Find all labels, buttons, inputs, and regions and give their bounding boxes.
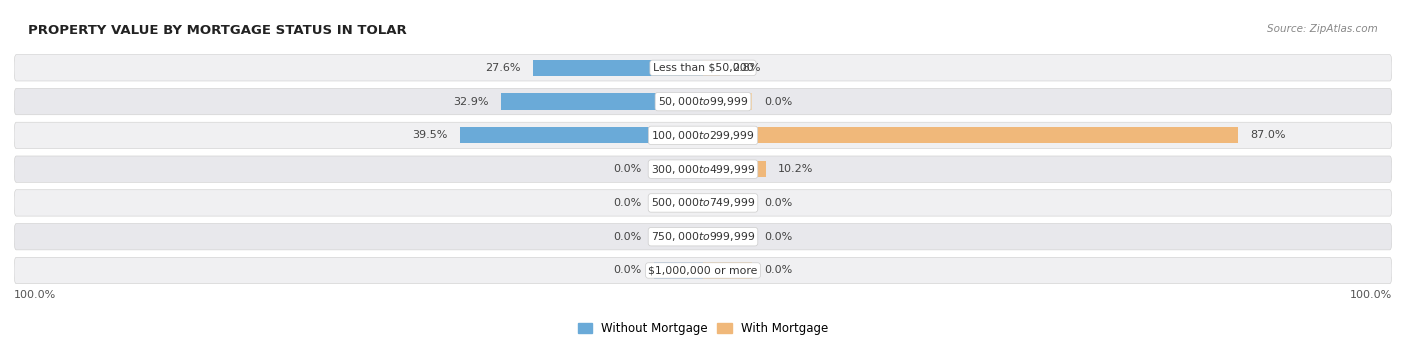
Text: 0.0%: 0.0% [613, 266, 641, 275]
FancyBboxPatch shape [14, 257, 1392, 284]
Text: 27.6%: 27.6% [485, 63, 520, 73]
Bar [703, 195, 752, 211]
Text: 0.0%: 0.0% [765, 266, 793, 275]
Text: 0.0%: 0.0% [765, 232, 793, 242]
Bar [654, 228, 703, 245]
Text: PROPERTY VALUE BY MORTGAGE STATUS IN TOLAR: PROPERTY VALUE BY MORTGAGE STATUS IN TOL… [28, 24, 406, 37]
Text: Source: ZipAtlas.com: Source: ZipAtlas.com [1267, 24, 1378, 34]
Text: 0.0%: 0.0% [765, 97, 793, 107]
Text: 100.0%: 100.0% [1350, 290, 1392, 300]
Bar [703, 228, 752, 245]
FancyBboxPatch shape [14, 156, 1392, 182]
Bar [703, 127, 1239, 143]
Text: 39.5%: 39.5% [412, 130, 447, 140]
Text: $1,000,000 or more: $1,000,000 or more [648, 266, 758, 275]
Legend: Without Mortgage, With Mortgage: Without Mortgage, With Mortgage [574, 317, 832, 340]
FancyBboxPatch shape [14, 223, 1392, 250]
FancyBboxPatch shape [14, 88, 1392, 115]
Bar [460, 127, 703, 143]
Text: 0.0%: 0.0% [613, 198, 641, 208]
Text: 87.0%: 87.0% [1250, 130, 1286, 140]
Text: $500,000 to $749,999: $500,000 to $749,999 [651, 197, 755, 209]
Text: 0.0%: 0.0% [613, 164, 641, 174]
Bar [533, 60, 703, 76]
Text: 100.0%: 100.0% [14, 290, 56, 300]
Text: 0.0%: 0.0% [765, 198, 793, 208]
Bar [654, 161, 703, 177]
FancyBboxPatch shape [14, 190, 1392, 216]
Bar [703, 262, 752, 278]
Text: $100,000 to $299,999: $100,000 to $299,999 [651, 129, 755, 142]
Text: $750,000 to $999,999: $750,000 to $999,999 [651, 230, 755, 243]
Text: 2.8%: 2.8% [733, 63, 761, 73]
Text: $300,000 to $499,999: $300,000 to $499,999 [651, 163, 755, 176]
Text: 32.9%: 32.9% [453, 97, 488, 107]
Text: $50,000 to $99,999: $50,000 to $99,999 [658, 95, 748, 108]
Bar [654, 195, 703, 211]
Bar [654, 262, 703, 278]
Text: Less than $50,000: Less than $50,000 [652, 63, 754, 73]
Text: 10.2%: 10.2% [778, 164, 814, 174]
Text: 0.0%: 0.0% [613, 232, 641, 242]
Bar [501, 94, 703, 110]
Bar [703, 60, 720, 76]
FancyBboxPatch shape [14, 55, 1392, 81]
Bar [703, 161, 766, 177]
Bar [703, 94, 752, 110]
FancyBboxPatch shape [14, 122, 1392, 149]
